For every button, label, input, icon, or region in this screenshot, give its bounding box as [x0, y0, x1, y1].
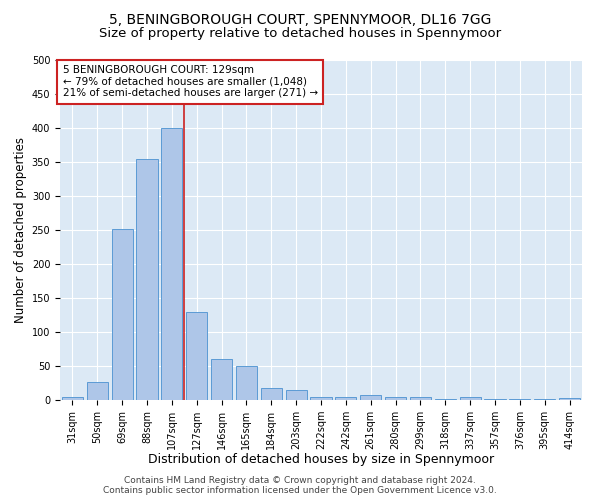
Bar — [236, 366, 257, 400]
Bar — [410, 398, 431, 400]
Bar — [112, 228, 133, 400]
Bar — [509, 398, 530, 400]
Bar — [435, 398, 456, 400]
Y-axis label: Number of detached properties: Number of detached properties — [14, 137, 28, 323]
X-axis label: Distribution of detached houses by size in Spennymoor: Distribution of detached houses by size … — [148, 454, 494, 466]
Bar — [310, 398, 332, 400]
Bar — [460, 396, 481, 400]
Bar — [385, 396, 406, 400]
Text: Contains HM Land Registry data © Crown copyright and database right 2024.
Contai: Contains HM Land Registry data © Crown c… — [103, 476, 497, 495]
Text: 5 BENINGBOROUGH COURT: 129sqm
← 79% of detached houses are smaller (1,048)
21% o: 5 BENINGBOROUGH COURT: 129sqm ← 79% of d… — [62, 65, 318, 98]
Bar — [186, 312, 207, 400]
Text: 5, BENINGBOROUGH COURT, SPENNYMOOR, DL16 7GG: 5, BENINGBOROUGH COURT, SPENNYMOOR, DL16… — [109, 12, 491, 26]
Bar — [559, 398, 580, 400]
Bar — [261, 388, 282, 400]
Text: Size of property relative to detached houses in Spennymoor: Size of property relative to detached ho… — [99, 28, 501, 40]
Bar — [335, 396, 356, 400]
Bar — [286, 390, 307, 400]
Bar — [136, 158, 158, 400]
Bar — [62, 396, 83, 400]
Bar — [211, 359, 232, 400]
Bar — [87, 382, 108, 400]
Bar — [161, 128, 182, 400]
Bar — [360, 395, 381, 400]
